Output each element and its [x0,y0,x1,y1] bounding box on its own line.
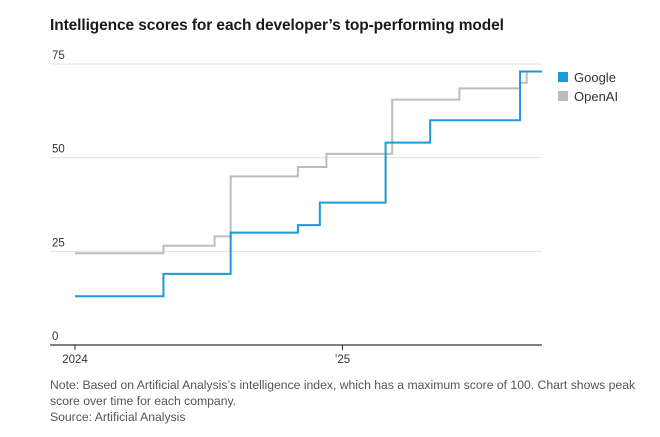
series-line-google [75,70,542,298]
gridlines [50,63,542,252]
x-tick-label: 2024 [62,354,88,366]
legend-label-google: Google [574,70,616,85]
y-tick-label: 75 [52,50,65,62]
chart-note: Note: Based on Artificial Analysis’s int… [50,378,636,408]
chart-source: Source: Artificial Analysis [50,410,186,424]
y-tick-label: 25 [52,237,65,249]
legend: Google OpenAI [558,70,618,104]
series-lines [75,70,542,298]
legend-swatch-google [558,72,568,82]
chart-title: Intelligence scores for each developer’s… [50,17,504,34]
y-tick-label: 0 [52,331,58,343]
legend-label-openai: OpenAI [574,89,618,104]
legend-swatch-openai [558,91,568,101]
y-tick-label: 50 [52,144,65,156]
x-tick-label: ’25 [335,354,350,366]
axes: 0 25 50 75 2024 ’25 [50,50,542,366]
